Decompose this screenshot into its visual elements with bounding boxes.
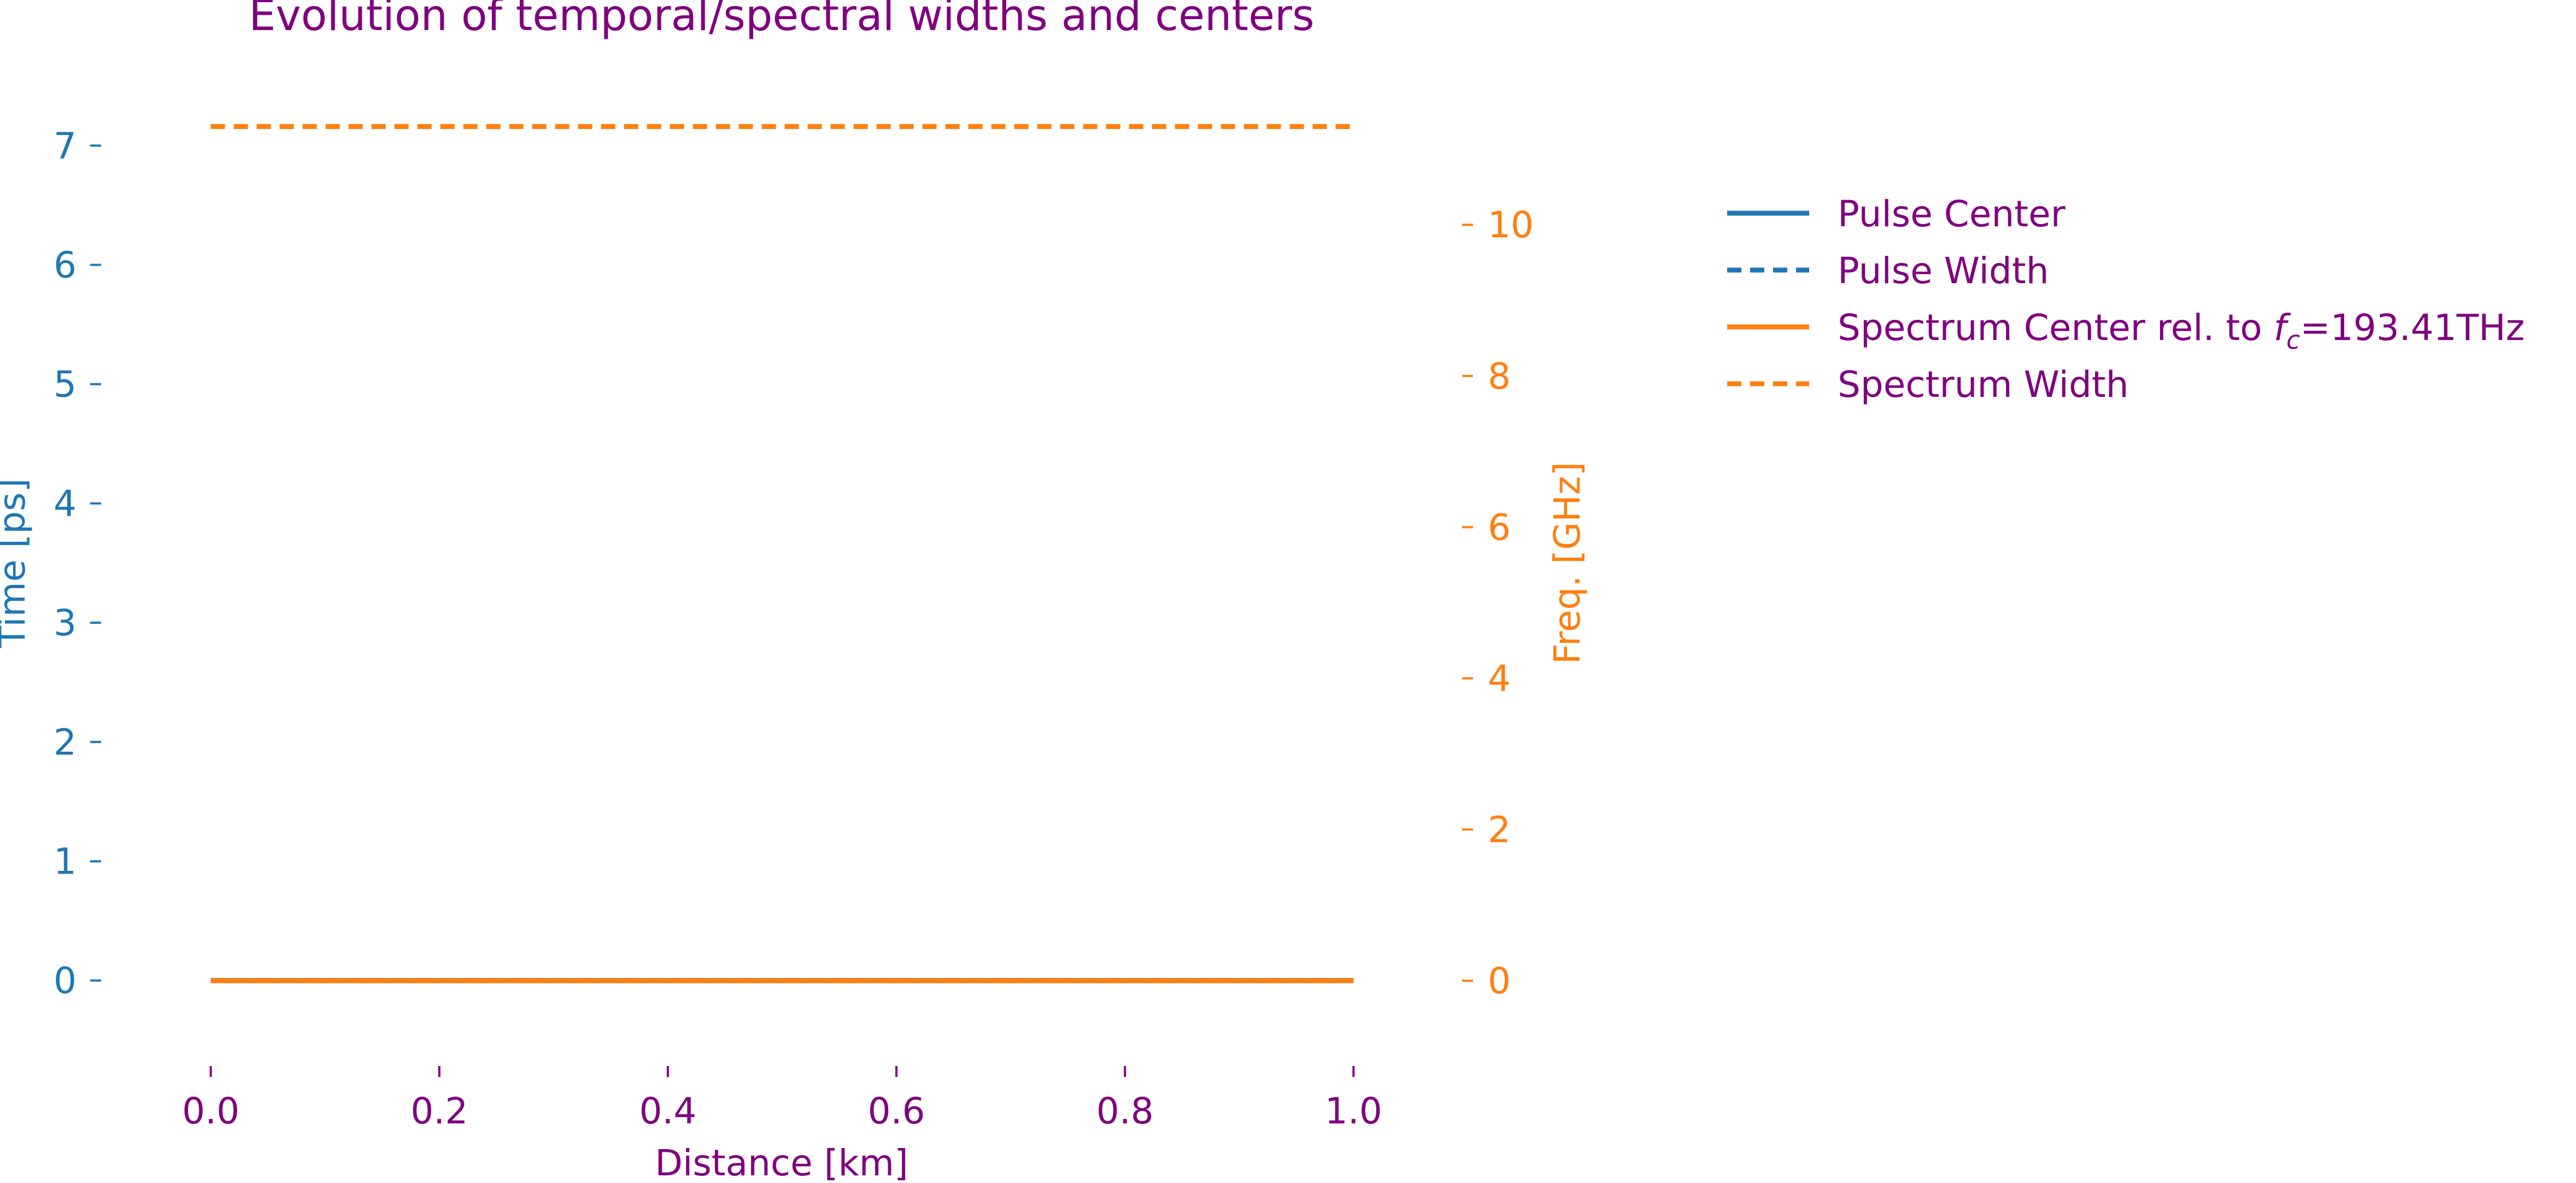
- y-left-tick-label: 7: [54, 125, 77, 167]
- legend-label: Pulse Center: [1838, 193, 2066, 235]
- legend-label: Spectrum Width: [1838, 364, 2129, 406]
- x-axis-label: Distance [km]: [655, 1142, 908, 1183]
- y-left-tick-label: 0: [54, 960, 77, 1002]
- x-tick-label: 0.0: [182, 1090, 239, 1132]
- y-left-tick-label: 5: [54, 364, 77, 406]
- y-left-tick-label: 2: [54, 721, 77, 763]
- y-left-tick-label: 1: [54, 840, 77, 882]
- y-right-axis: 0 2 4 6 8 10: [1462, 204, 1534, 1002]
- x-tick-label: 0.4: [639, 1090, 696, 1132]
- x-axis: 0.0 0.2 0.4 0.6 0.8 1.0: [182, 1066, 1382, 1132]
- legend-label: Pulse Width: [1838, 250, 2049, 292]
- legend-label: Spectrum Center rel. to fc=193.41THz: [1838, 307, 2525, 355]
- y-left-tick-label: 6: [54, 244, 77, 286]
- y-right-tick-label: 0: [1488, 960, 1511, 1002]
- legend: Pulse Center Pulse Width Spectrum Center r…: [1727, 193, 2525, 406]
- series-layer: [210, 124, 1354, 983]
- x-tick-label: 1.0: [1325, 1090, 1382, 1132]
- y-left-tick-label: 3: [54, 602, 77, 644]
- x-tick-label: 0.8: [1096, 1090, 1154, 1132]
- y-right-tick-label: 6: [1488, 506, 1511, 548]
- y-left-tick-label: 4: [54, 483, 77, 525]
- y-right-axis-label: Freq. [GHz]: [1546, 462, 1588, 664]
- y-left-axis-label: Time [ps]: [0, 478, 33, 648]
- y-right-tick-label: 4: [1488, 658, 1511, 700]
- y-right-tick-label: 8: [1488, 355, 1511, 397]
- x-tick-label: 0.6: [868, 1090, 925, 1132]
- y-right-tick-label: 10: [1488, 204, 1534, 246]
- x-tick-label: 0.2: [410, 1090, 468, 1132]
- chart-title: Evolution of temporal/spectral widths an…: [249, 0, 1315, 40]
- y-right-tick-label: 2: [1488, 809, 1511, 851]
- y-left-axis: 0 1 2 3 4 5 6 7: [54, 125, 101, 1002]
